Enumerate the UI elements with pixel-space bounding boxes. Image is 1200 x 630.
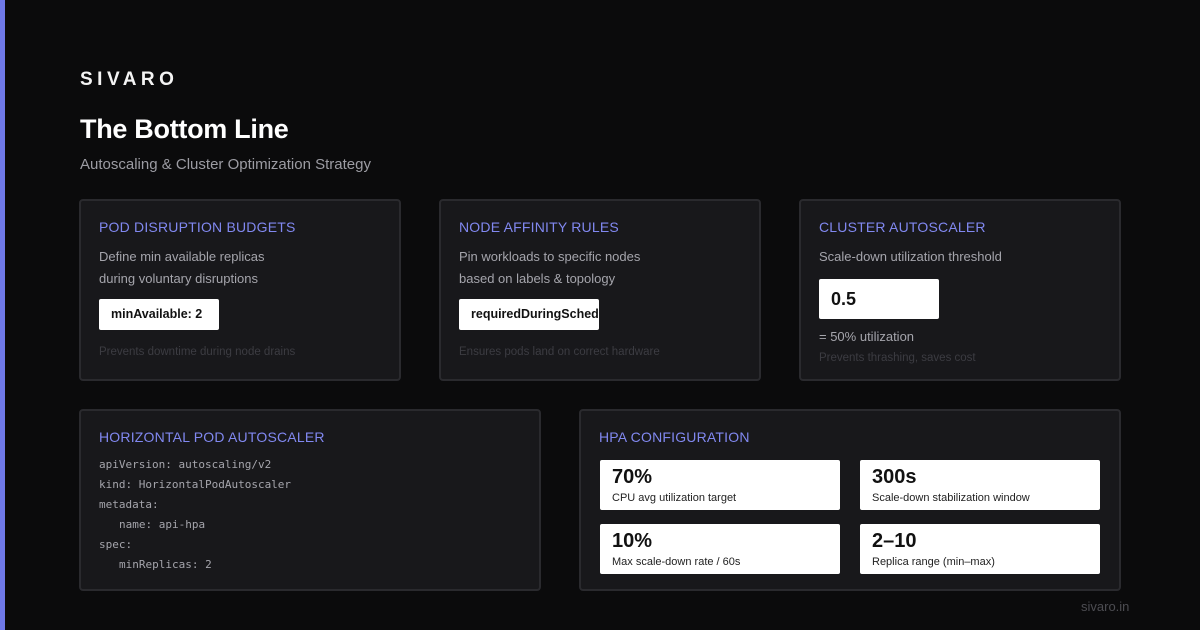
- stat-tile: 2–10 Replica range (min–max): [860, 524, 1100, 574]
- stat-value: 10%: [612, 530, 653, 552]
- stat-label: Scale-down stabilization window: [872, 492, 1030, 504]
- code-line: kind: HorizontalPodAutoscaler: [99, 478, 292, 491]
- stat-label: Replica range (min–max): [872, 556, 995, 568]
- brand-logo: SIVARO: [80, 69, 179, 90]
- threshold-value-chip: 0.5: [819, 279, 939, 319]
- node-affinity-card: NODE AFFINITY RULES Pin workloads to spe…: [439, 199, 761, 381]
- code-line: metadata:: [99, 498, 159, 511]
- config-value-chip: requiredDuringSchedul: [459, 299, 599, 330]
- card-title: HORIZONTAL POD AUTOSCALER: [99, 429, 325, 445]
- code-line: name: api-hpa: [119, 518, 206, 531]
- page-title: The Bottom Line: [80, 114, 289, 144]
- stat-value: 2–10: [872, 530, 917, 552]
- stat-value: 300s: [872, 466, 917, 488]
- threshold-caption: = 50% utilization: [819, 329, 915, 344]
- card-description-line: based on labels & topology: [459, 271, 616, 286]
- stat-label: CPU avg utilization target: [612, 492, 737, 504]
- card-footnote: Prevents downtime during node drains: [99, 346, 296, 358]
- card-description-line: Define min available replicas: [99, 249, 265, 264]
- card-title: POD DISRUPTION BUDGETS: [99, 219, 296, 235]
- hpa-yaml-card: HORIZONTAL POD AUTOSCALER apiVersion: au…: [79, 409, 541, 591]
- footer-url: sivaro.in: [1081, 599, 1130, 614]
- yaml-code-block: apiVersion: autoscaling/v2 kind: Horizon…: [99, 455, 291, 575]
- stat-tile: 300s Scale-down stabilization window: [860, 460, 1100, 510]
- page-subtitle: Autoscaling & Cluster Optimization Strat…: [80, 156, 371, 173]
- card-footnote: Ensures pods land on correct hardware: [459, 346, 660, 358]
- stat-tile: 70% CPU avg utilization target: [600, 460, 840, 510]
- card-title: HPA CONFIGURATION: [599, 429, 750, 445]
- card-footnote: Prevents thrashing, saves cost: [819, 352, 976, 364]
- pdb-card: POD DISRUPTION BUDGETS Define min availa…: [79, 199, 401, 381]
- card-title: CLUSTER AUTOSCALER: [819, 219, 986, 235]
- cluster-autoscaler-card: CLUSTER AUTOSCALER Scale-down utilizatio…: [799, 199, 1121, 381]
- config-value-chip: minAvailable: 2: [99, 299, 219, 330]
- stat-tile: 10% Max scale-down rate / 60s: [600, 524, 840, 574]
- code-line: minReplicas: 2: [119, 558, 212, 571]
- card-title: NODE AFFINITY RULES: [459, 219, 619, 235]
- stat-value: 70%: [612, 466, 653, 488]
- code-line: spec:: [99, 538, 133, 551]
- code-line: apiVersion: autoscaling/v2: [99, 458, 272, 471]
- card-description-line: Scale-down utilization threshold: [819, 249, 1002, 264]
- card-description-line: during voluntary disruptions: [99, 271, 258, 286]
- stat-label: Max scale-down rate / 60s: [612, 556, 741, 568]
- card-description-line: Pin workloads to specific nodes: [459, 249, 641, 264]
- accent-bar: [0, 0, 5, 630]
- hpa-config-card: HPA CONFIGURATION 70% CPU avg utilizatio…: [579, 409, 1121, 591]
